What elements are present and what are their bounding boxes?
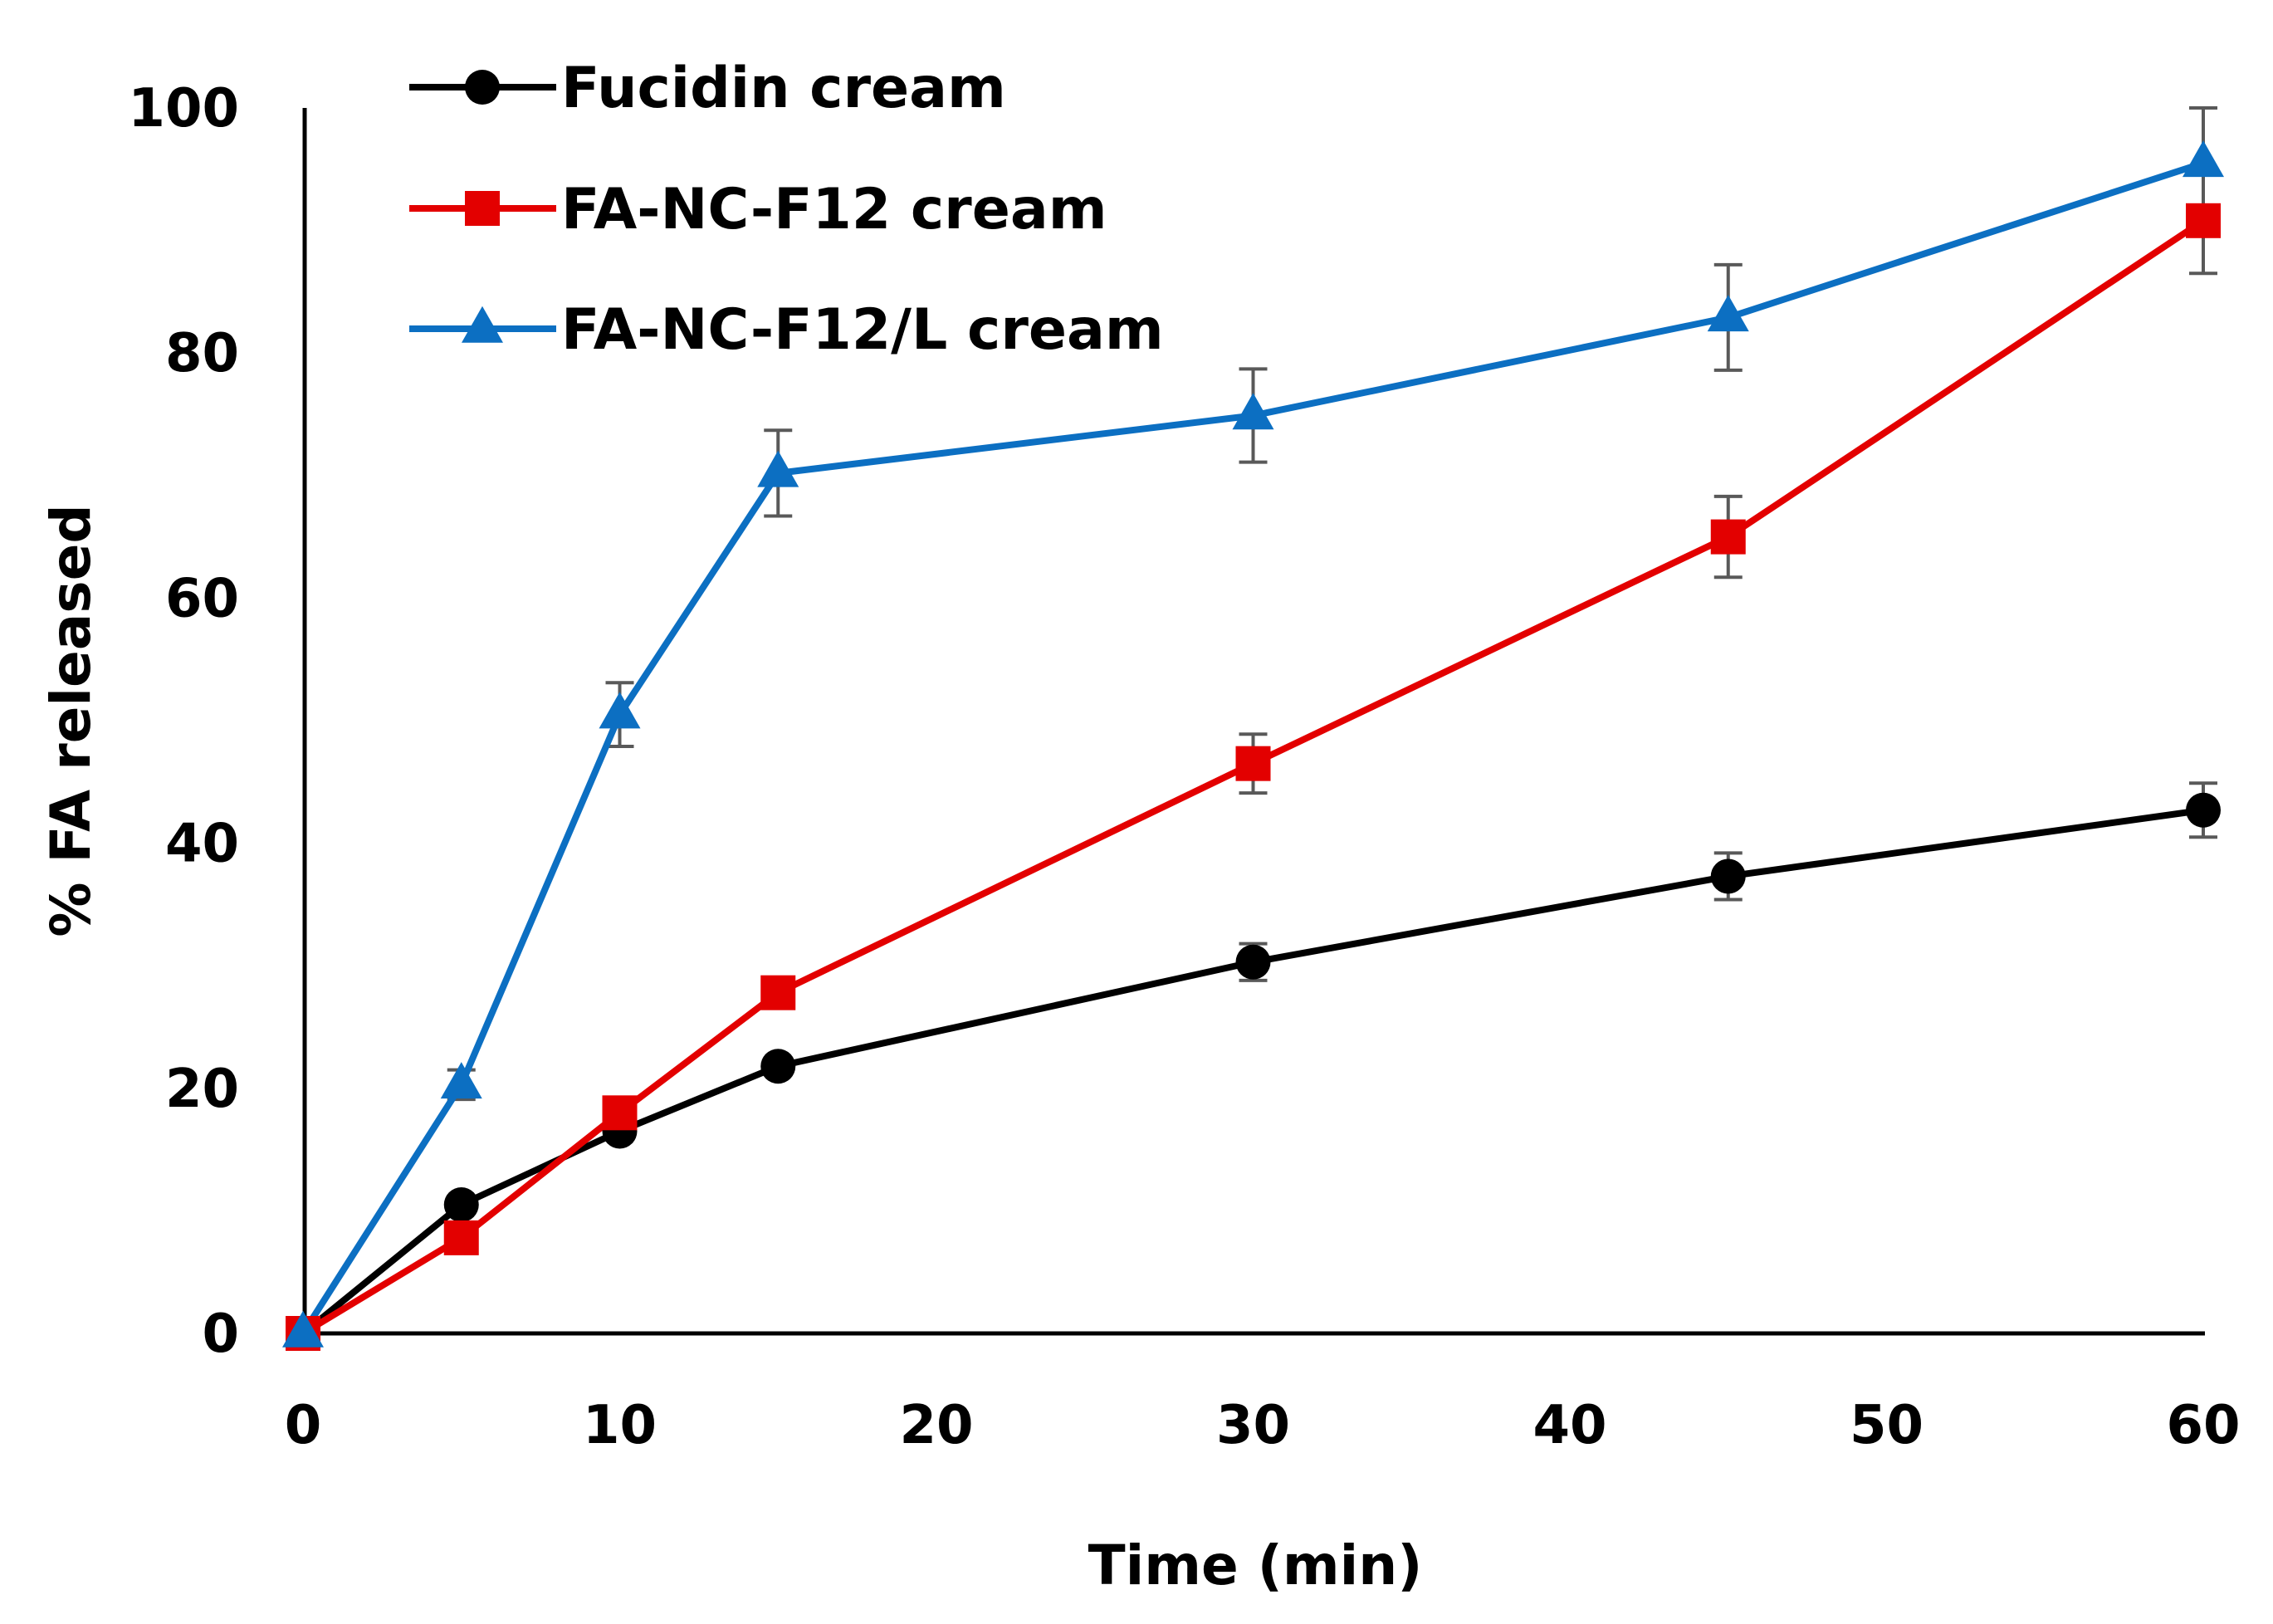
legend-marker-fa-nc-f12-cream	[465, 191, 500, 226]
y-tick-label-100: 100	[128, 78, 239, 139]
x-tick-label-10: 10	[583, 1395, 657, 1456]
y-tick-labels: 0 20 40 60 80 100	[128, 78, 239, 1365]
legend-item-fa-nc-f12-l-cream: FA-NC-F12/L cream	[409, 297, 1164, 363]
fa-nc-f12-l-cream-point-60	[2183, 140, 2224, 178]
legend-marker-fa-nc-f12-l-cream	[462, 306, 503, 343]
x-tick-labels: 0 10 20 30 40 50 60	[285, 1395, 2241, 1456]
legend-label-fucidin-cream: Fucidin cream	[561, 56, 1006, 121]
fucidin-cream-point-15	[760, 1049, 796, 1084]
fa-nc-f12-l-cream-point-5	[440, 1062, 482, 1099]
legend: Fucidin cream FA-NC-F12 cream FA-NC-F12/L …	[409, 56, 1164, 363]
legend-item-fa-nc-f12-cream: FA-NC-F12 cream	[409, 177, 1107, 242]
y-tick-label-60: 60	[165, 568, 239, 629]
legend-item-fucidin-cream: Fucidin cream	[409, 56, 1006, 121]
x-tick-label-60: 60	[2166, 1395, 2240, 1456]
y-tick-label-40: 40	[165, 814, 239, 875]
x-tick-label-30: 30	[1216, 1395, 1290, 1456]
x-tick-label-0: 0	[285, 1395, 322, 1456]
fa-nc-f12-cream-point-15	[760, 975, 796, 1010]
y-tick-label-0: 0	[202, 1304, 239, 1365]
fucidin-cream-point-5	[443, 1187, 479, 1223]
x-tick-label-20: 20	[899, 1395, 973, 1456]
legend-label-fa-nc-f12-cream: FA-NC-F12 cream	[561, 177, 1107, 242]
fa-nc-f12-l-cream-point-0	[282, 1310, 324, 1348]
fa-nc-f12-l-cream-point-30	[1232, 393, 1274, 430]
x-tick-label-40: 40	[1532, 1395, 1606, 1456]
y-tick-label-20: 20	[165, 1059, 239, 1120]
axes	[302, 108, 2205, 1336]
y-axis-title: % FA released	[39, 504, 103, 937]
fa-nc-f12-cream-point-60	[2186, 203, 2221, 238]
x-axis-title: Time (min)	[1088, 1534, 1423, 1597]
x-tick-label-50: 50	[1850, 1395, 1923, 1456]
y-tick-label-80: 80	[165, 323, 239, 384]
fa-nc-f12-l-cream-point-10	[599, 692, 641, 729]
fucidin-cream-point-60	[2186, 792, 2221, 828]
legend-marker-fucidin-cream	[465, 70, 500, 105]
series-markers	[282, 140, 2224, 1351]
legend-label-fa-nc-f12-l-cream: FA-NC-F12/L cream	[561, 297, 1164, 363]
fa-nc-f12-cream-point-10	[602, 1095, 638, 1131]
fa-nc-f12-cream-point-5	[443, 1220, 479, 1255]
fa-nc-f12-l-cream-point-15	[757, 450, 799, 487]
fucidin-cream-point-45	[1710, 858, 1746, 894]
fa-nc-f12-cream-point-30	[1235, 746, 1271, 781]
fucidin-cream-point-30	[1235, 944, 1271, 980]
fucidin-cream-line	[301, 806, 2204, 1337]
fa-nc-f12-cream-point-45	[1710, 519, 1746, 555]
fa-nc-f12-l-cream-point-45	[1707, 295, 1749, 332]
